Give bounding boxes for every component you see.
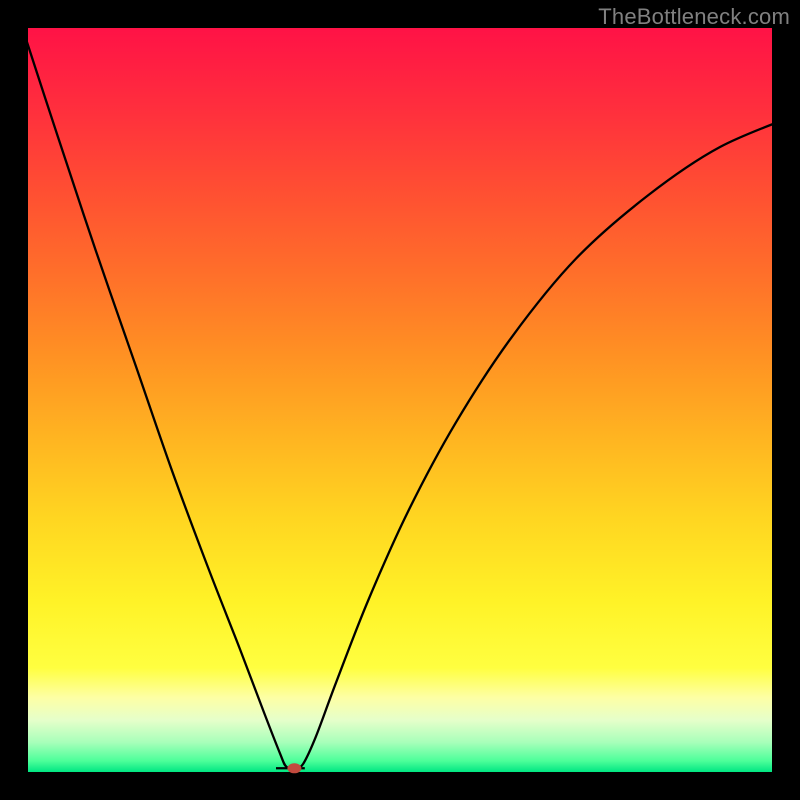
watermark-text: TheBottleneck.com [598, 4, 790, 30]
bottleneck-chart [0, 0, 800, 800]
minimum-marker [287, 763, 301, 773]
chart-container: TheBottleneck.com [0, 0, 800, 800]
chart-plot-area [28, 28, 772, 772]
